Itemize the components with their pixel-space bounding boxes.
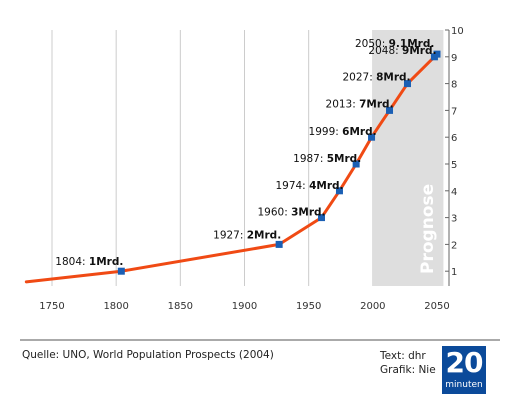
y-tick-label-1: 1 — [451, 267, 457, 278]
data-label-value: 9Mrd. — [402, 45, 436, 57]
y-tick-label-4: 4 — [451, 187, 457, 198]
data-label-1804: 1804: 1Mrd. — [55, 256, 123, 268]
data-label-year: 1927: — [213, 229, 247, 241]
y-tick-label-6: 6 — [451, 133, 457, 144]
marker-1960 — [318, 214, 325, 222]
logo-number: 20 — [445, 346, 484, 379]
y-tick-label-8: 8 — [451, 80, 457, 91]
data-label-value: 9.1Mrd. — [389, 38, 435, 50]
data-label-year: 2027: — [342, 72, 376, 84]
data-label-value: 4Mrd. — [309, 180, 343, 192]
marker-1974 — [335, 187, 343, 195]
graphic-credit: Grafik: Nie — [380, 364, 436, 376]
data-labels: 1804: 1Mrd. 1927: 2Mrd. 1960: 3Mrd. 1974: 4… — [55, 38, 436, 268]
forecast-label: Prognose — [418, 184, 438, 274]
data-label-value: 2Mrd. — [247, 229, 281, 241]
data-label-value: 8Mrd. — [376, 72, 410, 84]
marker-1927 — [275, 240, 283, 248]
data-label-2050: 2050: 9.1Mrd. — [355, 38, 434, 50]
data-label-year: 1987: — [293, 153, 327, 165]
y-tick-label-9: 9 — [451, 53, 457, 64]
x-tick-label-1800: 1800 — [103, 301, 128, 312]
forecast-band-rect — [372, 30, 444, 286]
text-credit: Text: dhr — [380, 350, 426, 362]
y-tick-label-10: 10 — [451, 26, 464, 37]
marker-2050 — [433, 50, 441, 58]
data-label-year: 1960: — [258, 207, 292, 219]
data-markers — [117, 50, 441, 275]
x-tick-label-1950: 1950 — [296, 301, 321, 312]
data-label-year: 2013: — [326, 98, 360, 110]
data-label-year: 1974: — [275, 180, 309, 192]
axes: 1 2 3 4 5 6 7 8 9 10 1750 1800 1850 1900 1950 2000 2050 — [20, 26, 500, 341]
data-label-value: 5Mrd. — [327, 153, 361, 165]
data-label-value: 1Mrd. — [89, 256, 123, 268]
data-label-1974: 1974: 4Mrd. — [275, 180, 343, 192]
credits: Text: dhr Grafik: Nie — [380, 349, 436, 377]
y-tick-label-5: 5 — [451, 160, 457, 171]
publisher-logo: 20 minuten — [442, 346, 486, 394]
y-tick-label-3: 3 — [451, 214, 457, 225]
data-label-2013: 2013: 7Mrd. — [326, 98, 394, 110]
data-label-year: 1999: — [309, 126, 343, 138]
x-tick-label-1750: 1750 — [39, 301, 64, 312]
x-tick-label-1850: 1850 — [168, 301, 193, 312]
data-label-year: 2050: — [355, 38, 389, 50]
y-tick-label-2: 2 — [451, 240, 457, 251]
data-label-value: 7Mrd. — [359, 98, 393, 110]
forecast-band: Prognose — [372, 30, 444, 286]
data-label-2027: 2027: 8Mrd. — [342, 72, 410, 84]
data-label-1999: 1999: 6Mrd. — [309, 126, 377, 138]
marker-2013 — [386, 106, 394, 114]
x-tick-label-2000: 2000 — [360, 301, 385, 312]
marker-1999 — [368, 133, 376, 141]
y-tick-label-7: 7 — [451, 106, 457, 117]
data-label-year: 2048: — [368, 45, 402, 57]
data-label-1960: 1960: 3Mrd. — [258, 207, 326, 219]
data-label-1927: 1927: 2Mrd. — [213, 229, 281, 241]
marker-2027 — [403, 80, 411, 88]
x-tick-label-1900: 1900 — [232, 301, 257, 312]
data-label-value: 6Mrd. — [342, 126, 376, 138]
data-label-1987: 1987: 5Mrd. — [293, 153, 361, 165]
data-label-year: 1804: — [55, 256, 89, 268]
x-tick-label-2050: 2050 — [424, 301, 449, 312]
data-label-2048: 2048: 9Mrd. — [368, 45, 436, 57]
source-note: Quelle: UNO, World Population Prospects … — [22, 349, 274, 361]
data-label-value: 3Mrd. — [291, 207, 325, 219]
logo-word: minuten — [445, 380, 483, 390]
marker-1804 — [117, 267, 125, 275]
marker-1987 — [352, 160, 360, 168]
